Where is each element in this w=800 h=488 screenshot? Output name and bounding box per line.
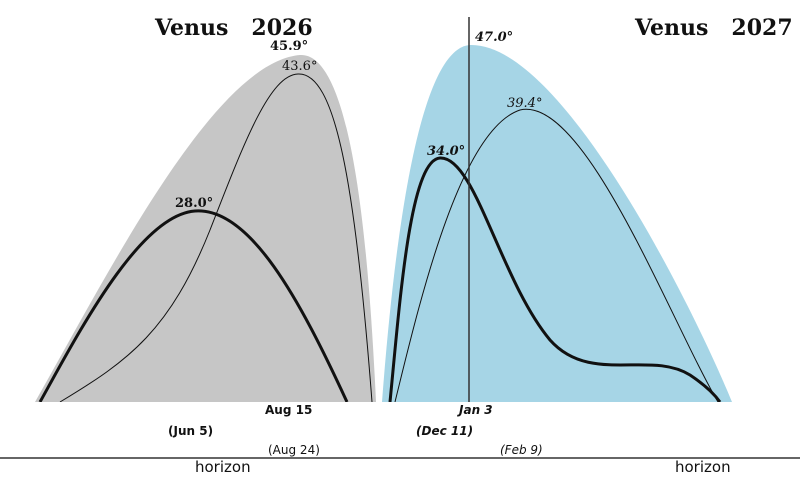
horizon-label-left: horizon: [195, 458, 251, 476]
peak-label-blue-thick: 34.0°: [427, 144, 465, 159]
date-dec11: (Dec 11): [416, 424, 473, 438]
ground-band: [0, 402, 800, 488]
date-feb9: (Feb 9): [500, 443, 543, 457]
curve-2027-thin: [394, 108, 719, 403]
peak-label-blue-max: 47.0°: [475, 30, 513, 45]
date-aug15: Aug 15: [265, 403, 312, 417]
date-jan3: Jan 3: [457, 403, 493, 417]
date-aug24: (Aug 24): [268, 443, 320, 457]
title-2026: Venus 2026: [154, 15, 313, 41]
peak-label-blue-thin: 39.4°: [507, 96, 542, 111]
peak-label-gray-thin: 43.6°: [282, 59, 317, 74]
peak-label-gray-max: 45.9°: [270, 39, 308, 54]
area-2026: [35, 54, 376, 403]
curve-2026-thin: [59, 73, 373, 403]
peak-label-gray-thick: 28.0°: [175, 196, 213, 211]
title-2027: Venus 2027: [634, 15, 793, 41]
curve-2026-thick: [38, 209, 349, 403]
date-jun5: (Jun 5): [168, 424, 213, 438]
horizon-label-right: horizon: [675, 458, 731, 476]
curve-2027-thick: [388, 156, 722, 403]
